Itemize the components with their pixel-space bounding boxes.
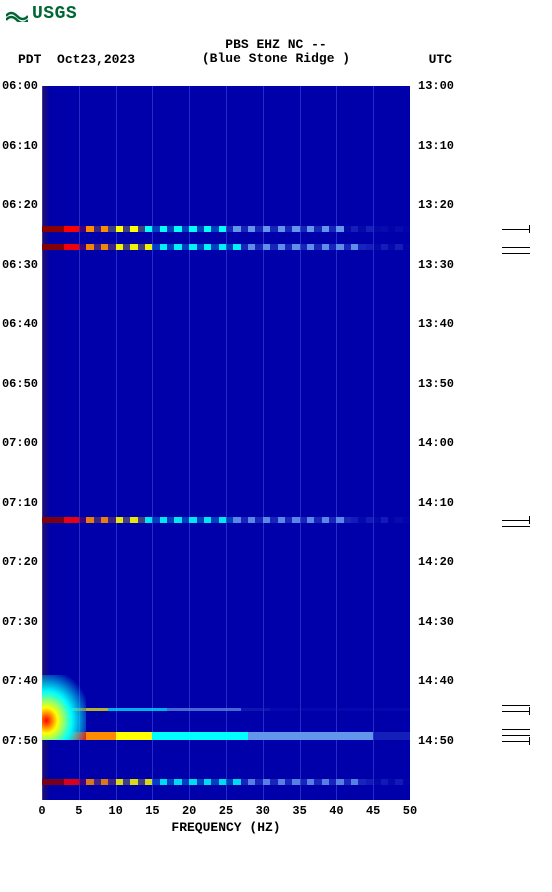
xtick: 10 [108,804,122,818]
xtick: 15 [145,804,159,818]
xtick: 50 [403,804,417,818]
ytick-right: 13:40 [418,317,454,331]
xtick: 30 [256,804,270,818]
xtick: 0 [38,804,45,818]
ytick-right: 13:10 [418,139,454,153]
seismic-event-band [42,226,410,232]
ytick-left: 06:30 [2,258,38,272]
amplitude-whisker [502,711,530,712]
usgs-logo: USGS [6,4,77,24]
amplitude-whisker [502,729,530,730]
gridline-v [300,86,301,800]
tz-right-label: UTC [429,52,452,67]
amplitude-whisker [502,741,530,742]
seismic-event-band [42,779,410,785]
ytick-right: 13:20 [418,198,454,212]
gridline-v [189,86,190,800]
ytick-right: 14:30 [418,615,454,629]
amplitude-whisker [502,247,530,248]
ytick-right: 13:00 [418,79,454,93]
ytick-left: 06:40 [2,317,38,331]
seismic-event-band [42,732,410,740]
xtick: 35 [292,804,306,818]
amplitude-whisker [502,229,530,230]
ytick-left: 07:40 [2,674,38,688]
spectrogram-plot: FREQUENCY (HZ) 0510152025303540455006:00… [42,86,410,800]
spectrogram-area [42,86,410,800]
amplitude-whisker [502,253,530,254]
gridline-v [116,86,117,800]
usgs-wave-icon [6,6,28,22]
tz-left-label: PDT Oct23,2023 [18,52,135,67]
gridline-v [152,86,153,800]
xtick: 20 [182,804,196,818]
gridline-v [373,86,374,800]
xtick: 40 [329,804,343,818]
station-line-1: PBS EHZ NC -- [0,38,552,52]
ytick-right: 14:10 [418,496,454,510]
ytick-left: 07:30 [2,615,38,629]
amplitude-whisker [502,520,530,521]
seismic-event-band [42,244,410,250]
xtick: 25 [219,804,233,818]
ytick-right: 14:20 [418,555,454,569]
amplitude-whisker [502,735,530,736]
ytick-left: 07:20 [2,555,38,569]
ytick-left: 06:10 [2,139,38,153]
ytick-right: 14:00 [418,436,454,450]
ytick-left: 06:50 [2,377,38,391]
ytick-left: 06:20 [2,198,38,212]
gridline-v [226,86,227,800]
usgs-logo-text: USGS [32,4,77,24]
ytick-left: 06:00 [2,79,38,93]
seismic-event-band [42,708,410,711]
ytick-right: 13:30 [418,258,454,272]
ytick-left: 07:00 [2,436,38,450]
xtick: 45 [366,804,380,818]
ytick-right: 14:40 [418,674,454,688]
gridline-v [263,86,264,800]
seismic-event-band [42,517,410,523]
gridline-v [336,86,337,800]
ytick-left: 07:10 [2,496,38,510]
amplitude-whisker [502,705,530,706]
ytick-right: 14:50 [418,734,454,748]
ytick-left: 07:50 [2,734,38,748]
x-axis-label: FREQUENCY (HZ) [42,820,410,835]
low-freq-energy-bump [42,675,86,740]
ytick-right: 13:50 [418,377,454,391]
xtick: 5 [75,804,82,818]
amplitude-whisker [502,526,530,527]
